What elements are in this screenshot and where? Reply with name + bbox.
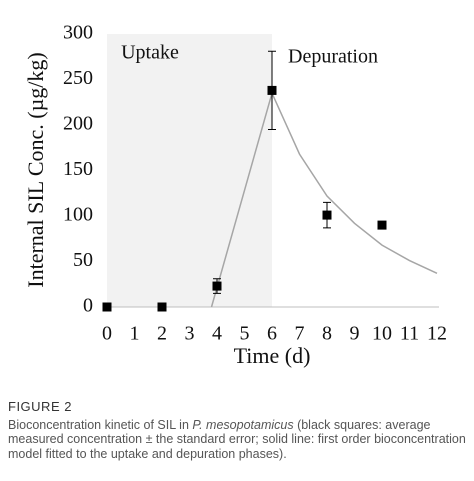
caption-label: FIGURE 2 — [8, 399, 72, 414]
x-tick-label: 2 — [157, 323, 167, 345]
data-point — [212, 281, 222, 291]
x-tick-label: 7 — [295, 323, 305, 345]
x-tick-label: 10 — [372, 323, 392, 345]
x-axis-label: Time (d) — [234, 343, 311, 368]
y-tick-label: 300 — [63, 22, 93, 44]
y-tick-label: 200 — [63, 113, 93, 135]
x-tick-label: 8 — [322, 323, 332, 345]
y-axis-label: Internal SIL Conc. (µg/kg) — [23, 52, 48, 287]
x-tick-label: 11 — [400, 323, 419, 345]
data-point — [322, 210, 332, 220]
y-tick-label: 0 — [83, 295, 93, 317]
caption-part: (black squares: average measured concent… — [8, 417, 466, 461]
caption-species: P. mesopotamicus — [192, 417, 294, 432]
x-tick-label: 1 — [130, 323, 140, 345]
y-tick-label: 100 — [63, 204, 93, 226]
caption: FIGURE 2 Bioconcentration kinetic of SIL… — [8, 399, 470, 462]
model-line — [210, 90, 438, 308]
data-point — [102, 302, 112, 312]
x-tick-label: 4 — [212, 323, 222, 345]
annotation: Uptake — [121, 42, 179, 64]
annotation: Depuration — [288, 46, 378, 68]
x-tick-label: 9 — [350, 323, 360, 345]
x-tick-label: 12 — [427, 323, 447, 345]
y-tick-label: 150 — [63, 158, 93, 180]
x-tick-label: 6 — [267, 323, 277, 345]
x-tick-label: 5 — [240, 323, 250, 345]
caption-part: Bioconcentration kinetic of SIL in — [8, 417, 193, 432]
data-point — [157, 302, 167, 312]
x-tick-label: 3 — [185, 323, 195, 345]
x-tick-label: 0 — [102, 323, 112, 345]
data-point — [267, 85, 277, 95]
data-point — [377, 220, 387, 230]
caption-text: Bioconcentration kinetic of SIL in P. me… — [8, 418, 470, 462]
y-tick-label: 50 — [73, 249, 93, 271]
y-tick-label: 250 — [63, 67, 93, 89]
chart: Uptake Depuration Time (d) Internal SIL … — [23, 22, 447, 368]
uptake-region — [107, 34, 272, 307]
